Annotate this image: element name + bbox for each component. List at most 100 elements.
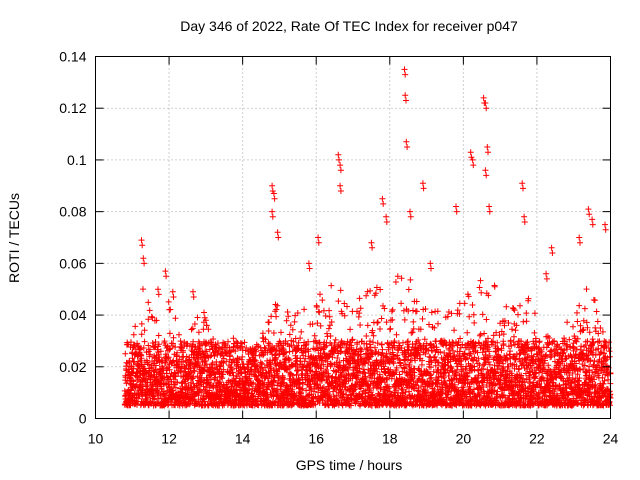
roti-point bbox=[589, 336, 596, 343]
roti-point bbox=[561, 338, 568, 345]
roti-point bbox=[426, 321, 432, 328]
roti-point bbox=[459, 398, 466, 405]
roti-point bbox=[232, 348, 239, 355]
roti-point bbox=[243, 344, 250, 351]
roti-point bbox=[552, 386, 558, 393]
roti-point bbox=[176, 331, 182, 338]
roti-point bbox=[512, 327, 519, 334]
roti-point bbox=[236, 356, 242, 363]
roti-point bbox=[488, 379, 495, 386]
roti-point bbox=[311, 332, 318, 339]
roti-point bbox=[510, 339, 517, 345]
roti-point bbox=[241, 339, 248, 346]
roti-point bbox=[211, 353, 218, 359]
roti-point bbox=[477, 331, 484, 338]
roti-point bbox=[125, 366, 132, 373]
roti-point bbox=[274, 302, 281, 309]
roti-point bbox=[491, 283, 498, 290]
roti-point bbox=[520, 375, 526, 382]
roti-point bbox=[595, 330, 602, 337]
roti-point bbox=[593, 308, 600, 315]
roti-point bbox=[410, 325, 417, 332]
roti-point bbox=[377, 326, 383, 332]
roti-point bbox=[415, 337, 422, 343]
roti-point bbox=[149, 314, 156, 321]
roti-point bbox=[291, 318, 298, 325]
roti-point bbox=[215, 369, 221, 376]
roti-point bbox=[523, 310, 530, 317]
roti-point bbox=[338, 348, 345, 355]
roti-point bbox=[538, 374, 545, 381]
roti-point bbox=[344, 338, 351, 345]
roti-point bbox=[447, 363, 454, 370]
roti-point bbox=[481, 330, 488, 337]
roti-point bbox=[566, 374, 573, 381]
roti-point bbox=[413, 298, 420, 305]
roti-point bbox=[306, 387, 313, 394]
roti-point bbox=[574, 335, 581, 342]
roti-point bbox=[592, 381, 599, 388]
roti-point bbox=[479, 311, 486, 318]
roti-point bbox=[318, 377, 325, 384]
roti-point bbox=[283, 317, 290, 324]
roti-point bbox=[354, 341, 361, 348]
roti-point bbox=[239, 353, 246, 360]
roti-point bbox=[457, 335, 464, 342]
roti-point bbox=[272, 354, 279, 361]
roti-point bbox=[364, 322, 371, 329]
roti-point bbox=[378, 341, 385, 348]
roti-point bbox=[443, 394, 450, 401]
roti-point bbox=[162, 380, 169, 387]
roti-point bbox=[570, 345, 577, 352]
roti-point bbox=[409, 329, 416, 336]
roti-point bbox=[234, 355, 241, 362]
roti-point bbox=[599, 328, 606, 335]
roti-point bbox=[314, 320, 321, 327]
roti-point bbox=[516, 351, 523, 358]
roti-point bbox=[400, 364, 407, 371]
roti-point bbox=[401, 365, 408, 372]
roti-point bbox=[445, 389, 452, 396]
roti-point bbox=[369, 327, 376, 334]
roti-point bbox=[324, 358, 331, 365]
roti-point bbox=[529, 357, 536, 364]
roti-point bbox=[580, 350, 587, 357]
roti-point bbox=[344, 303, 350, 310]
roti-point bbox=[581, 362, 588, 369]
roti-point bbox=[524, 354, 531, 361]
roti-point bbox=[422, 350, 429, 357]
roti-point bbox=[146, 307, 153, 314]
roti-point bbox=[419, 315, 426, 322]
roti-point bbox=[399, 368, 406, 375]
roti-point bbox=[398, 275, 405, 282]
roti-point bbox=[223, 358, 230, 365]
roti-point bbox=[315, 308, 322, 315]
roti-point bbox=[589, 369, 596, 376]
roti-point bbox=[498, 345, 505, 352]
roti-point bbox=[206, 346, 213, 353]
roti-point bbox=[150, 392, 157, 399]
roti-point bbox=[493, 329, 500, 336]
roti-point bbox=[295, 367, 302, 374]
roti-point bbox=[349, 336, 356, 343]
roti-point bbox=[321, 391, 328, 397]
roti-point bbox=[548, 353, 555, 360]
roti-point bbox=[471, 363, 478, 370]
roti-point bbox=[138, 331, 145, 338]
roti-point bbox=[369, 351, 376, 358]
roti-point bbox=[326, 313, 333, 320]
roti-point bbox=[269, 381, 276, 388]
roti-point bbox=[381, 305, 388, 312]
roti-point bbox=[260, 351, 267, 358]
roti-point bbox=[480, 345, 487, 352]
roti-point bbox=[451, 327, 458, 334]
roti-point bbox=[486, 352, 493, 359]
roti-point bbox=[363, 292, 370, 299]
roti-point bbox=[522, 370, 529, 377]
roti-point bbox=[380, 302, 386, 309]
roti-point bbox=[331, 340, 338, 346]
roti-point bbox=[148, 313, 155, 320]
roti-point bbox=[474, 349, 481, 356]
roti-point bbox=[571, 353, 578, 360]
roti-point bbox=[364, 346, 371, 353]
